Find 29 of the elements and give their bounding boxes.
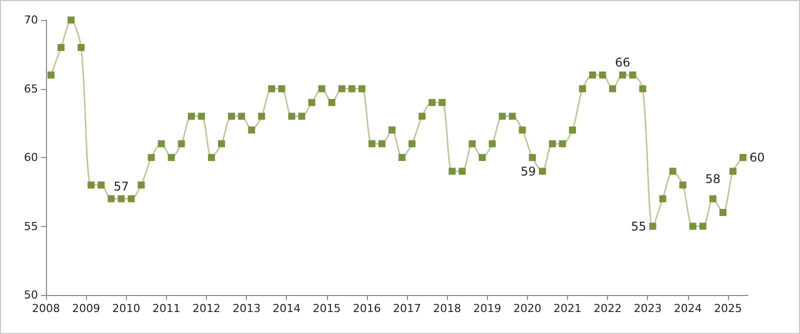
x-tick-label: 2018 — [433, 302, 462, 315]
data-label: 60 — [749, 150, 765, 164]
data-label: 66 — [615, 56, 630, 70]
x-tick-label: 2013 — [232, 302, 261, 315]
x-tick-label: 2021 — [553, 302, 582, 315]
x-tick-label: 2015 — [312, 302, 341, 315]
x-tick-label: 2014 — [272, 302, 301, 315]
x-tick-label: 2008 — [32, 302, 60, 315]
x-tick-label: 2012 — [192, 302, 220, 315]
data-label: 55 — [630, 219, 646, 234]
y-tick-label: 50 — [24, 288, 38, 302]
y-tick-label: 55 — [24, 220, 38, 233]
data-label: 59 — [520, 164, 536, 178]
x-tick-label: 2016 — [352, 302, 381, 315]
x-tick-label: 2025 — [714, 302, 742, 315]
x-tick-label: 2011 — [152, 302, 180, 315]
data-label: 57 — [114, 179, 129, 194]
x-tick-label: 2023 — [634, 302, 662, 315]
x-tick-label: 2024 — [674, 302, 702, 315]
x-tick-label: 2010 — [112, 302, 140, 315]
x-tick-label: 2009 — [72, 302, 100, 315]
x-tick-label: 2022 — [594, 302, 622, 315]
x-tick-label: 2020 — [513, 302, 542, 315]
y-tick-label: 70 — [24, 14, 38, 26]
y-tick-label: 60 — [24, 151, 38, 164]
x-tick-label: 2017 — [393, 302, 422, 315]
annotation: 58 — [705, 172, 721, 186]
y-tick-label: 65 — [24, 82, 38, 96]
x-tick-label: 2019 — [473, 302, 502, 315]
